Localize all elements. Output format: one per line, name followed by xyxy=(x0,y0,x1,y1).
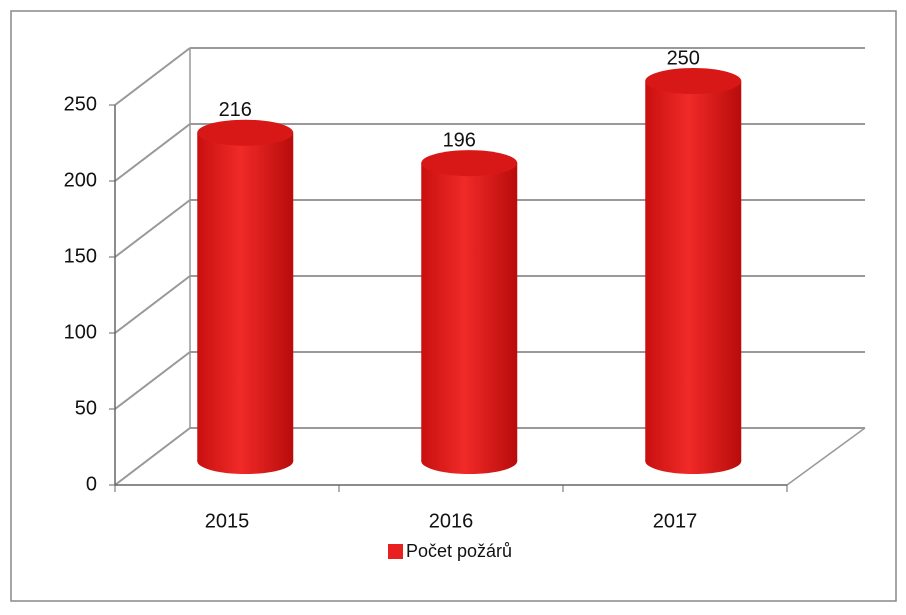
floor-right-edge xyxy=(786,427,866,486)
x-tick-label: 2016 xyxy=(429,510,474,532)
bar-top xyxy=(645,68,742,95)
grid-line-side xyxy=(114,351,191,410)
bar xyxy=(197,132,294,462)
data-label: 196 xyxy=(443,129,476,151)
bar-top xyxy=(421,150,518,177)
x-tick-label: 2015 xyxy=(205,510,250,532)
data-label: 216 xyxy=(219,99,252,121)
grid-line-side xyxy=(114,123,191,182)
y-tick-label: 150 xyxy=(64,245,97,267)
bar xyxy=(645,81,742,462)
grid-line-side xyxy=(114,199,191,258)
x-tick-label: 2017 xyxy=(653,510,698,532)
y-tick-label: 200 xyxy=(64,169,97,191)
legend-swatch xyxy=(388,544,403,559)
bar xyxy=(421,163,518,462)
legend-label: Počet požárů xyxy=(406,541,512,561)
y-tick-label: 50 xyxy=(75,397,97,419)
grid-line-side xyxy=(114,427,191,486)
y-tick-label: 100 xyxy=(64,321,97,343)
y-tick-label: 0 xyxy=(86,473,97,495)
data-label: 250 xyxy=(667,47,700,69)
grid-line-side xyxy=(114,47,191,106)
y-tick-label: 250 xyxy=(64,93,97,115)
bar-top xyxy=(197,119,294,146)
grid-line-side xyxy=(114,275,191,334)
